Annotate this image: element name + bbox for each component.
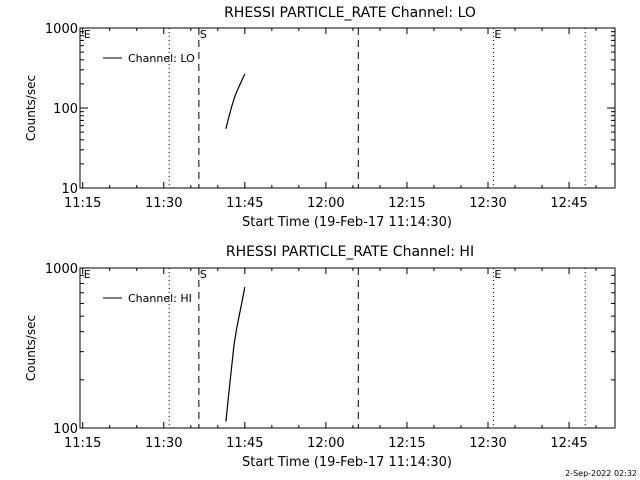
- x-tick-label: 12:15: [388, 436, 425, 451]
- footer-timestamp: 2-Sep-2022 02:32: [565, 469, 637, 478]
- x-axis-label: Start Time (19-Feb-17 11:14:30): [242, 455, 452, 470]
- plot-frame: [79, 267, 616, 429]
- y-tick-label: 10: [61, 182, 78, 197]
- event-marker-label: E: [84, 268, 91, 281]
- event-marker-label: S: [200, 268, 207, 281]
- plot-frame: [79, 27, 616, 189]
- y-tick-label: 100: [53, 422, 78, 437]
- legend: Channel: LO: [103, 52, 195, 65]
- x-tick-layer: 11:15 11:30 11:45 12:00 12:15 12:30 12:45: [64, 268, 597, 451]
- legend-entry: Channel: HI: [128, 292, 192, 305]
- series-line: [225, 286, 246, 422]
- legend-entry: Channel: LO: [128, 52, 195, 65]
- event-marker-label: E: [84, 28, 91, 41]
- x-tick-label: 11:30: [145, 196, 182, 211]
- y-tick-label: 1000: [45, 262, 78, 277]
- x-axis-label: Start Time (19-Feb-17 11:14:30): [242, 215, 452, 230]
- y-axis-label: Counts/sec: [24, 75, 38, 141]
- x-tick-label: 12:00: [307, 196, 344, 211]
- series-layer: [225, 286, 246, 422]
- x-tick-label: 11:15: [64, 196, 101, 211]
- y-tick-label: 100: [53, 102, 78, 117]
- series-layer: [225, 73, 246, 129]
- x-tick-label: 12:15: [388, 196, 425, 211]
- x-tick-label: 12:00: [307, 436, 344, 451]
- event-marker-label: S: [200, 28, 207, 41]
- x-tick-label: 12:30: [469, 196, 506, 211]
- y-axis-label: Counts/sec: [24, 315, 38, 381]
- series-line: [225, 73, 246, 129]
- x-tick-label: 12:30: [469, 436, 506, 451]
- x-tick-label: 12:45: [550, 436, 587, 451]
- event-marker-label: E: [494, 28, 501, 41]
- chart-title: RHESSI PARTICLE_RATE Channel: LO: [224, 5, 476, 21]
- x-tick-label: 12:45: [550, 196, 587, 211]
- event-marker-label: E: [494, 268, 501, 281]
- x-tick-layer: 11:15 11:30 11:45 12:00 12:15 12:30 12:45: [64, 28, 597, 211]
- y-tick-label: 1000: [45, 22, 78, 37]
- chart-title: RHESSI PARTICLE_RATE Channel: HI: [226, 244, 474, 260]
- x-tick-label: 11:15: [64, 436, 101, 451]
- x-tick-label: 11:45: [226, 196, 263, 211]
- legend: Channel: HI: [103, 292, 192, 305]
- x-tick-label: 11:30: [145, 436, 182, 451]
- y-tick-layer: 100 1000: [45, 262, 615, 437]
- chart-panel-hi: RHESSI PARTICLE_RATE Channel: HI Counts/…: [24, 244, 616, 470]
- chart-panel-lo: RHESSI PARTICLE_RATE Channel: LO Counts/…: [24, 5, 616, 230]
- x-tick-label: 11:45: [226, 436, 263, 451]
